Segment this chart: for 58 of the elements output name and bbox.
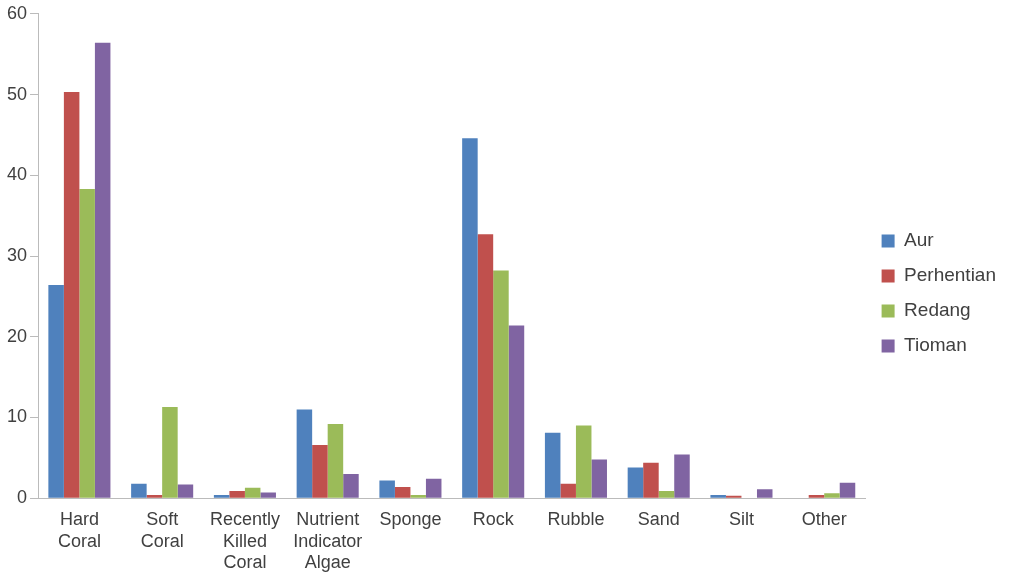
y-tick-label: 60 <box>6 2 28 23</box>
x-tick-label: Sand <box>637 508 680 529</box>
bar <box>710 494 726 498</box>
bar <box>229 490 245 498</box>
y-tick-label: 0 <box>17 487 28 508</box>
legend-label: Aur <box>904 229 935 251</box>
bar <box>343 473 359 498</box>
bar <box>477 234 494 498</box>
bar <box>425 478 442 498</box>
x-tick-label: Soft Coral <box>140 508 184 551</box>
y-tick-label: 20 <box>6 325 28 346</box>
bar <box>379 480 395 498</box>
bar <box>94 42 111 498</box>
x-tick-label: Silt <box>728 508 754 529</box>
bar <box>493 270 509 498</box>
bar <box>131 483 147 498</box>
x-tick-label: Sponge <box>379 508 442 529</box>
x-tick-label: Nutrient Indicator Algae <box>293 508 363 573</box>
x-tick-label: Recently Killed Coral <box>209 508 280 573</box>
bar <box>839 482 856 498</box>
x-tick-label: Rock <box>472 508 515 529</box>
bar <box>260 492 276 498</box>
bar <box>244 487 261 498</box>
y-tick-label: 30 <box>6 244 28 265</box>
bar <box>575 425 592 498</box>
legend-label: Perhentian <box>904 264 996 286</box>
bar <box>162 406 178 498</box>
bar <box>63 92 80 498</box>
bar <box>544 432 561 498</box>
bar <box>213 494 230 498</box>
bar <box>327 423 344 498</box>
bar <box>508 325 525 498</box>
bar <box>312 444 328 498</box>
bar <box>462 138 478 498</box>
legend-label: Redang <box>904 299 971 321</box>
x-tick-label: Other <box>801 508 847 529</box>
bar <box>643 462 659 498</box>
bar <box>146 494 163 498</box>
bar <box>756 489 773 498</box>
bar <box>591 459 607 498</box>
bar <box>48 285 64 498</box>
x-tick-label: Rubble <box>547 508 605 529</box>
bar <box>79 188 95 498</box>
legend-label: Tioman <box>904 334 967 356</box>
bar <box>658 490 675 498</box>
bar <box>674 454 690 498</box>
bar <box>824 493 840 498</box>
bar <box>394 486 411 498</box>
y-tick-label: 10 <box>6 406 28 427</box>
bar <box>177 484 194 498</box>
bar <box>296 409 313 498</box>
y-tick-label: 40 <box>6 164 28 185</box>
x-tick-label: Hard Coral <box>57 508 101 551</box>
bar <box>808 494 825 498</box>
bar <box>410 494 426 498</box>
bar <box>627 467 644 498</box>
y-tick-label: 50 <box>6 83 28 104</box>
bar <box>560 483 576 498</box>
